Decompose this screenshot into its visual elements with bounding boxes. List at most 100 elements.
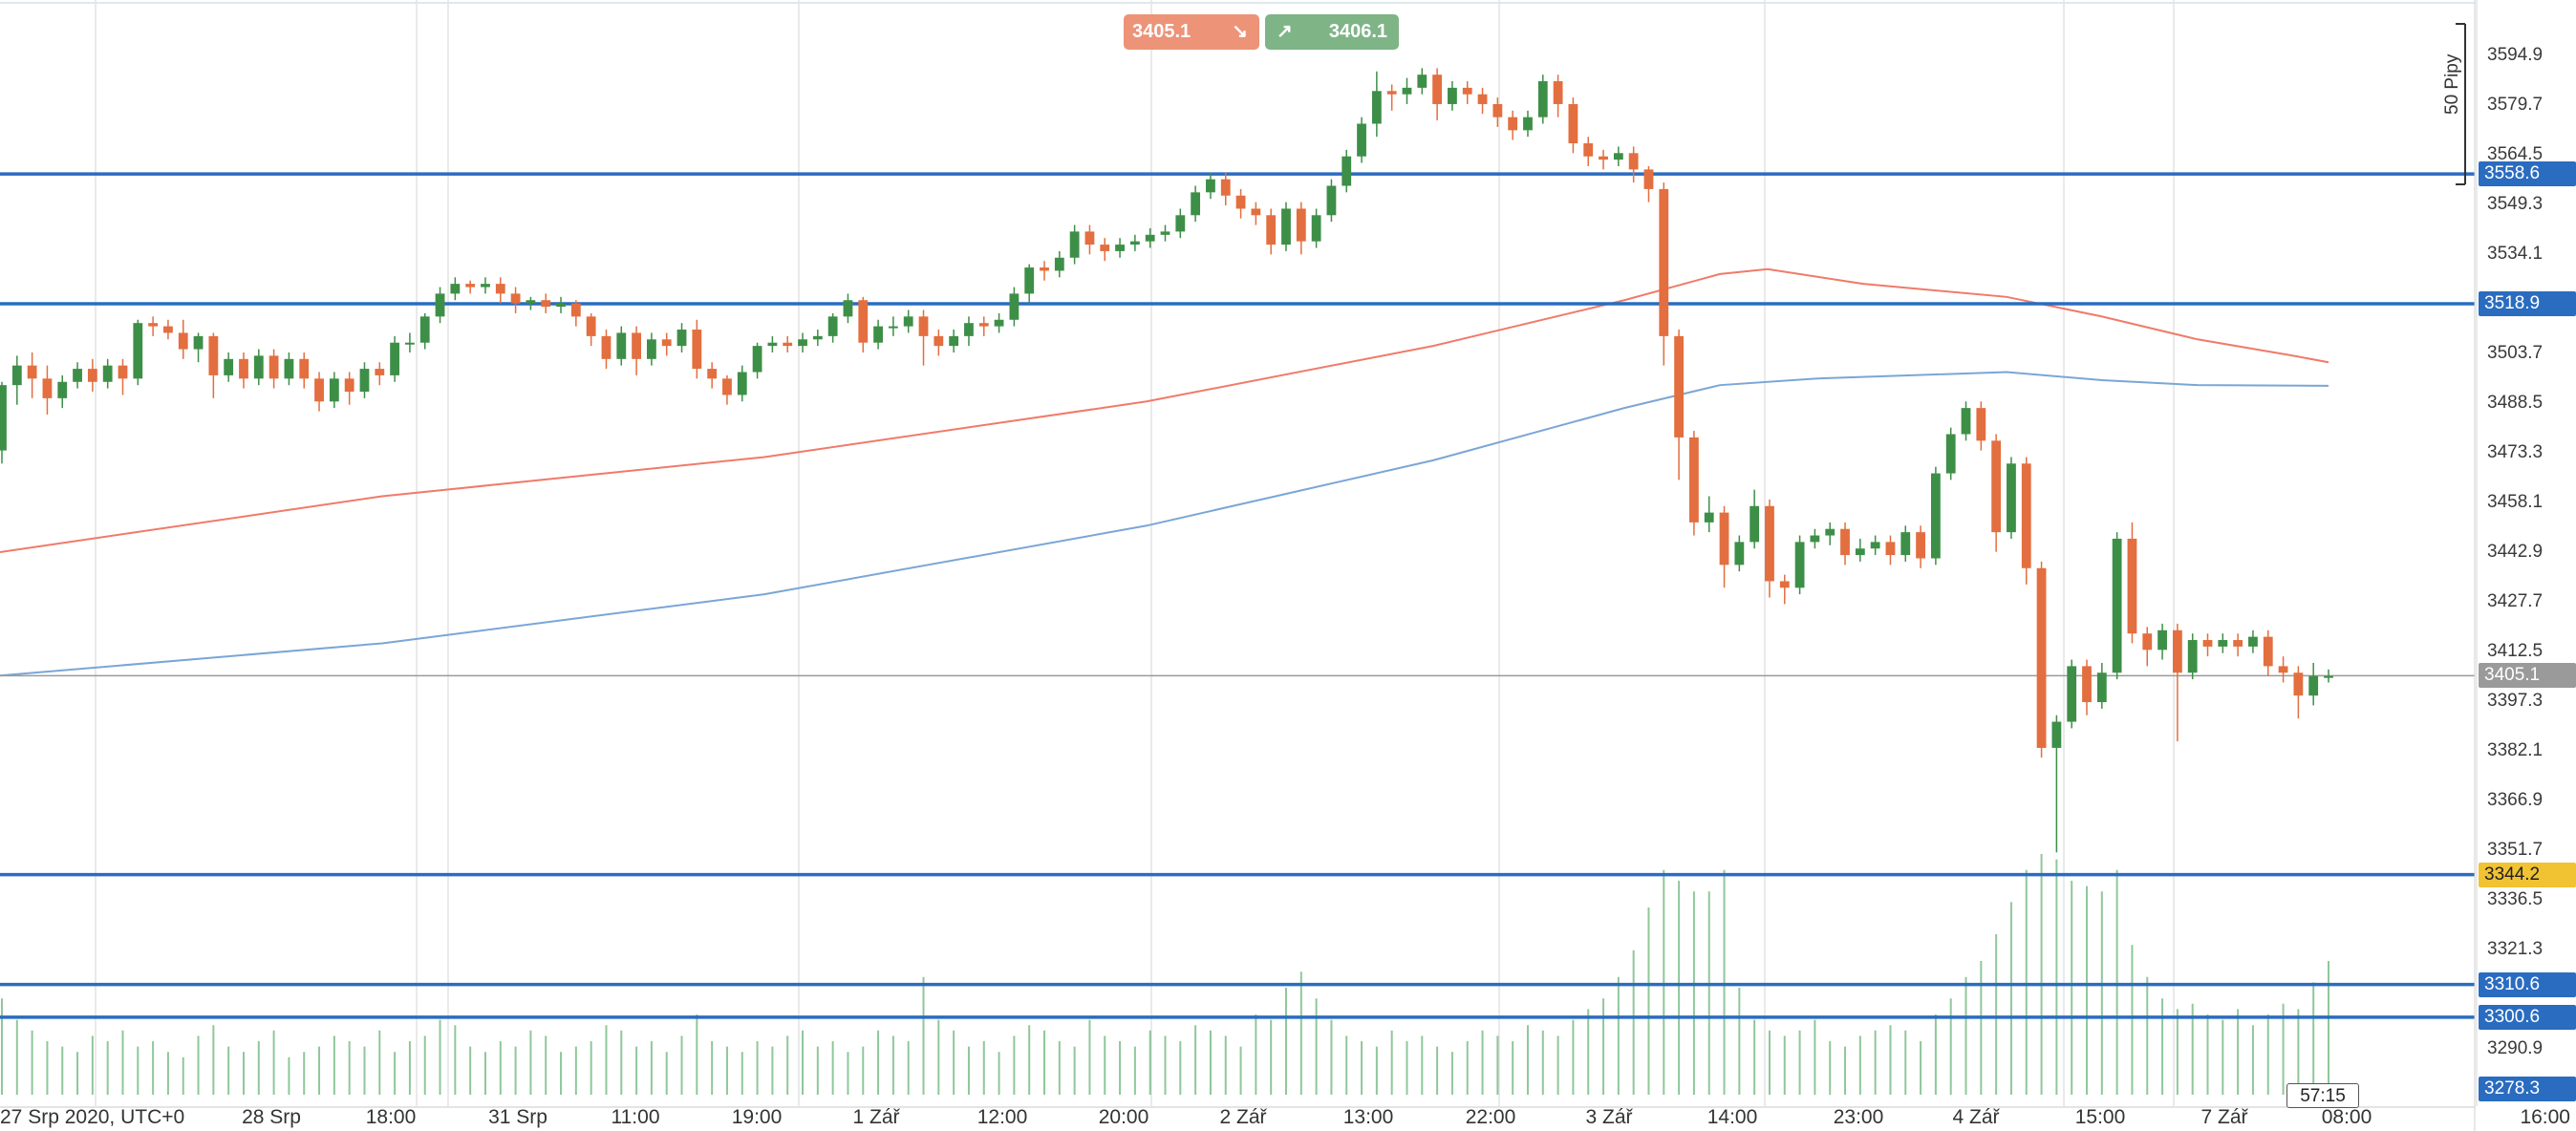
candle-body: [450, 284, 461, 294]
time-tick-label: 4 Zář: [1952, 1106, 2000, 1128]
candle-body: [978, 323, 989, 327]
candle-body: [359, 369, 370, 393]
time-tick-label: 13:00: [1342, 1106, 1394, 1128]
candle-body: [722, 378, 732, 395]
candle-body: [616, 332, 627, 359]
candle-body: [661, 339, 672, 347]
candle-body: [1115, 245, 1125, 251]
time-tick-label: 1 Zář: [852, 1106, 900, 1128]
candle-body: [1870, 542, 1880, 549]
time-tick-label: 27 Srp 2020, UTC+0: [0, 1106, 185, 1128]
candle-body: [1523, 117, 1533, 131]
time-tick-label: 15:00: [2074, 1106, 2126, 1128]
candle-body: [253, 355, 264, 379]
sell-button[interactable]: 3405.1 ↘: [1124, 14, 1259, 50]
candle-body: [2293, 672, 2304, 696]
candle-body: [284, 358, 294, 379]
candle-body: [1054, 257, 1064, 271]
candle-body: [1326, 185, 1337, 216]
candle-countdown: 57:15: [2286, 1083, 2359, 1108]
candle-body: [1235, 195, 1246, 209]
candle-body: [1191, 192, 1201, 216]
candle-body: [1674, 335, 1684, 437]
candle-body: [1568, 103, 1578, 144]
price-tick-label: 3579.7: [2487, 95, 2544, 115]
time-tick-label: 28 Srp: [242, 1106, 301, 1128]
candle-body: [2157, 630, 2167, 651]
candle-body: [163, 326, 173, 333]
time-tick-label: 18:00: [365, 1106, 417, 1128]
candle-body: [2308, 675, 2319, 696]
candle-body: [1386, 91, 1397, 95]
candle-body: [1779, 581, 1790, 588]
time-tick-label: 19:00: [731, 1106, 783, 1128]
buy-price: 3406.1: [1328, 21, 1387, 42]
candle-body: [2278, 666, 2288, 673]
candle-body: [1794, 542, 1805, 588]
price-tick-label: 3564.5: [2487, 144, 2544, 164]
candle-body: [1175, 215, 1186, 232]
candle-body: [1583, 143, 1594, 157]
candle-body: [2082, 666, 2092, 703]
buy-button[interactable]: ↗ 3406.1: [1265, 14, 1399, 50]
candle-body: [1945, 434, 1956, 474]
horizontal-levels[interactable]: [0, 172, 2475, 1019]
candle-body: [1342, 156, 1352, 186]
current-price-tag: 3405.1: [2479, 663, 2576, 689]
pips-ruler-label: 50 Pipy: [2442, 53, 2462, 115]
candle-body: [1220, 179, 1231, 196]
candle-body: [541, 300, 551, 308]
candle-body: [873, 326, 883, 343]
candle-body: [11, 365, 22, 386]
time-tick-label: 31 Srp: [488, 1106, 547, 1128]
candle-body: [949, 335, 959, 347]
candle-body: [1855, 548, 1865, 556]
candle-body: [2142, 633, 2153, 651]
candle-body: [570, 303, 581, 317]
candle-body: [73, 369, 82, 382]
candle-body: [903, 316, 913, 327]
candle-body: [1160, 231, 1170, 235]
candle-body: [2067, 666, 2077, 722]
level-tag: 3558.6: [2479, 161, 2576, 187]
volume-bars: [1, 854, 2329, 1095]
candle-body: [964, 323, 974, 336]
bottom-price-tag: 3278.3: [2479, 1077, 2576, 1101]
candle-body: [1961, 408, 1971, 435]
price-tick-label: 3458.1: [2487, 492, 2544, 512]
candle-body: [2263, 636, 2273, 667]
candle-body: [1492, 103, 1503, 117]
candle-body: [1251, 208, 1261, 216]
candle-body: [1810, 535, 1820, 543]
candle-body: [224, 358, 234, 375]
candle-body: [314, 378, 324, 402]
time-tick-label: 7 Zář: [2200, 1106, 2248, 1128]
candle-body: [1296, 208, 1306, 242]
price-tick-label: 3503.7: [2487, 343, 2544, 363]
time-tick-label: 14:00: [1707, 1106, 1758, 1128]
candle-body: [1069, 231, 1080, 258]
time-tick-label: 3 Zář: [1585, 1106, 1633, 1128]
candle-body: [1508, 117, 1518, 131]
candle-body: [481, 284, 490, 288]
candle-body: [344, 378, 354, 393]
price-tick-label: 3442.9: [2487, 542, 2544, 562]
price-tick-label: 3366.9: [2487, 790, 2544, 810]
level-tag: 3518.9: [2479, 291, 2576, 316]
candle-body: [329, 378, 339, 402]
candle-body: [1719, 512, 1729, 566]
candle-body: [42, 378, 53, 398]
candle-body: [2051, 721, 2062, 748]
candle-body: [934, 335, 944, 347]
candle-body: [2007, 463, 2016, 533]
candle-body: [299, 358, 310, 379]
candle-body: [1462, 87, 1472, 95]
candle-body: [2187, 640, 2198, 673]
price-tick-label: 3427.7: [2487, 591, 2544, 611]
candle-body: [405, 342, 415, 345]
candle-body: [812, 335, 823, 340]
candle-body: [1930, 473, 1941, 559]
candle-body: [193, 335, 204, 350]
price-tick-label: 3473.3: [2487, 442, 2544, 462]
